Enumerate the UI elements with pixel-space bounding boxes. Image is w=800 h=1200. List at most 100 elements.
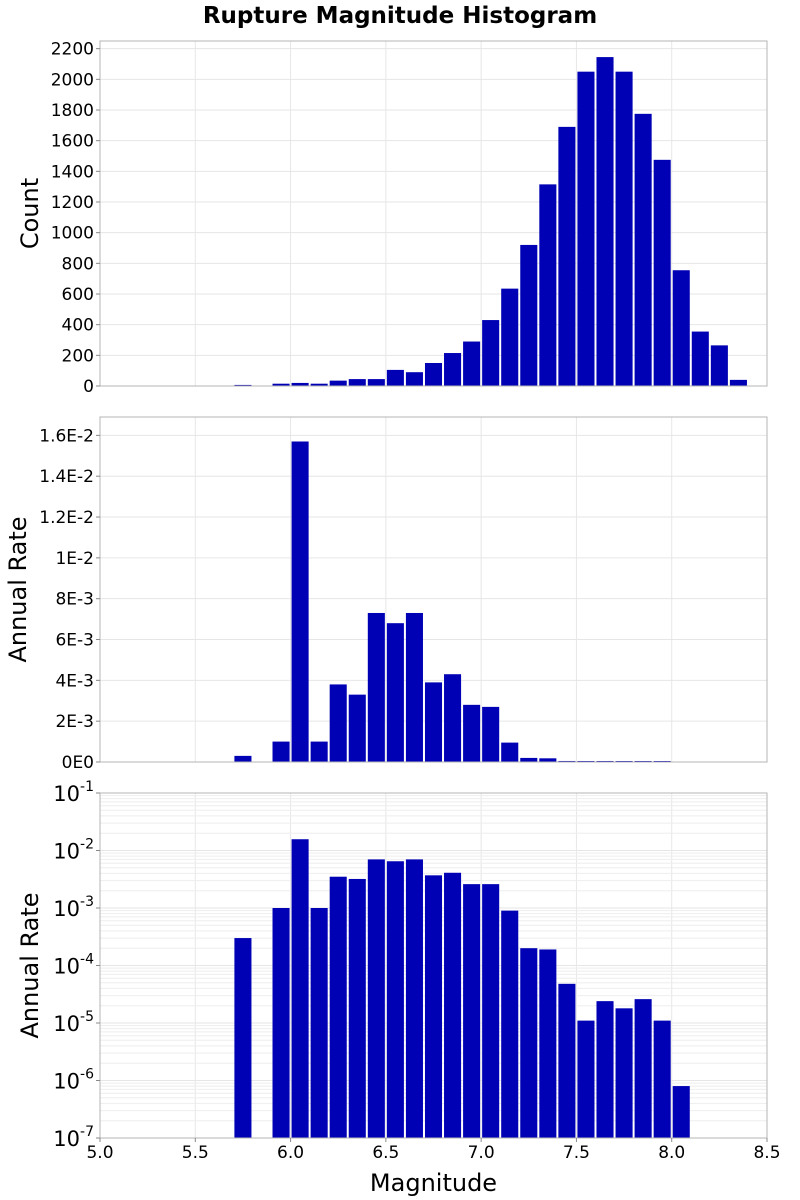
- y-tick-label: 10-2: [53, 837, 94, 864]
- y-tick-exponent: -2: [80, 837, 94, 853]
- histogram-bar: [405, 612, 423, 762]
- histogram-bar: [539, 184, 557, 386]
- y-tick-label: 10-3: [53, 894, 94, 921]
- histogram-bar: [272, 383, 290, 386]
- count-histogram-panel: 0 200 400 600 800 1000 1200 1400 1600 1800 2000 220…: [16, 40, 768, 397]
- histogram-bar: [539, 949, 557, 1138]
- histogram-bar: [558, 126, 576, 386]
- y-tick-label: 1200: [51, 193, 94, 213]
- y-tick-label: 8E-3: [55, 590, 94, 610]
- histogram-bar: [520, 244, 538, 386]
- y-tick-label: 1E-2: [55, 549, 94, 569]
- x-tick-label: 7.5: [563, 1143, 590, 1163]
- y-tick-label: 6E-3: [55, 631, 94, 651]
- histogram-bar: [310, 908, 328, 1138]
- histogram-bar: [691, 331, 709, 386]
- histogram-bar: [424, 682, 443, 762]
- histogram-bar: [482, 320, 500, 386]
- y-axis-label: Count: [16, 178, 44, 249]
- histogram-bar: [234, 938, 252, 1138]
- histogram-bar: [291, 441, 309, 762]
- histogram-bar: [501, 910, 519, 1138]
- histogram-bar: [482, 884, 500, 1138]
- y-tick-exponent: -4: [80, 952, 94, 968]
- histogram-bar: [329, 380, 347, 386]
- histogram-bar: [482, 706, 500, 762]
- y-tick-label: 2E-3: [55, 712, 94, 732]
- y-tick-label: 1400: [51, 162, 94, 182]
- y-tick-label: 1.2E-2: [39, 508, 94, 528]
- y-tick-label: 1600: [51, 132, 94, 152]
- plot-frame: [99, 416, 768, 763]
- x-tick-label: 6.5: [372, 1143, 399, 1163]
- y-tick-label: 1.6E-2: [39, 426, 94, 446]
- histogram-bar: [520, 757, 538, 762]
- y-axis-label: Annual Rate: [16, 892, 44, 1038]
- histogram-bar: [444, 872, 462, 1138]
- histogram-bar: [653, 1020, 671, 1138]
- histogram-bar: [386, 861, 404, 1138]
- y-tick-base: 10: [53, 897, 80, 921]
- x-tick-label: 6.0: [277, 1143, 304, 1163]
- histogram-bar: [596, 57, 614, 386]
- y-tick-exponent: -7: [80, 1124, 94, 1140]
- x-tick-label: 5.5: [182, 1143, 209, 1163]
- x-axis-label: Magnitude: [370, 1169, 497, 1197]
- histogram-bar: [577, 1020, 595, 1138]
- histogram-bar: [558, 760, 576, 762]
- y-tick-label: 2200: [51, 40, 94, 60]
- histogram-bar: [615, 1008, 633, 1138]
- histogram-bar: [463, 884, 481, 1138]
- histogram-bar: [386, 623, 404, 762]
- y-tick-label: 200: [62, 346, 94, 366]
- histogram-bar: [367, 859, 385, 1138]
- histogram-bar: [405, 859, 423, 1138]
- histogram-bar: [501, 742, 519, 762]
- histogram-bar: [367, 379, 385, 386]
- y-tick-label: 400: [62, 316, 94, 336]
- x-tick-label: 5.0: [86, 1143, 113, 1163]
- histogram-bar: [310, 383, 328, 386]
- histogram-bar: [634, 113, 652, 386]
- histogram-bar: [501, 288, 519, 386]
- histogram-bar: [272, 908, 290, 1138]
- histogram-bar: [672, 1086, 690, 1138]
- x-tick-label: 8.5: [753, 1143, 780, 1163]
- histogram-bar: [424, 875, 443, 1138]
- y-tick-label: 10-1: [53, 779, 94, 806]
- y-tick-label: 10-6: [53, 1067, 94, 1094]
- y-tick-base: 10: [53, 782, 80, 806]
- y-tick-label: 10-5: [53, 1009, 94, 1036]
- y-tick-base: 10: [53, 955, 80, 979]
- histogram-bar: [444, 674, 462, 762]
- y-tick-label: 10-4: [53, 952, 94, 979]
- histogram-bar: [291, 382, 309, 386]
- histogram-bar: [463, 704, 481, 762]
- chart-title: Rupture Magnitude Histogram: [203, 3, 597, 29]
- y-tick-label: 1.4E-2: [39, 467, 94, 487]
- histogram-bar: [444, 353, 462, 386]
- y-tick-label: 4E-3: [55, 671, 94, 691]
- y-tick-label: 0E0: [62, 753, 94, 773]
- histogram-bar: [539, 758, 557, 762]
- plot-frame: [99, 40, 768, 387]
- histogram-bar: [329, 684, 347, 762]
- y-tick-label: 10-7: [53, 1124, 94, 1151]
- histogram-bar: [729, 379, 747, 386]
- y-tick-label: 0: [83, 377, 94, 397]
- annual-rate-linear-panel: 0E0 2E-3 4E-3 6E-3 8E-3 1E-2 1.2E-2 1.4E-2 1.6E-…: [4, 416, 768, 773]
- y-tick-exponent: -1: [80, 779, 94, 795]
- histogram-bar: [653, 159, 671, 386]
- histogram-bar: [405, 372, 423, 386]
- y-tick-label: 1000: [51, 224, 94, 244]
- y-tick-label: 2000: [51, 70, 94, 90]
- x-tick-label: 8.0: [658, 1143, 685, 1163]
- histogram-bar: [386, 369, 404, 386]
- histogram-bar: [234, 384, 252, 386]
- y-axis-label: Annual Rate: [4, 516, 32, 662]
- histogram-bar: [672, 270, 690, 386]
- y-tick-exponent: -3: [80, 894, 94, 910]
- histogram-bar: [234, 755, 252, 762]
